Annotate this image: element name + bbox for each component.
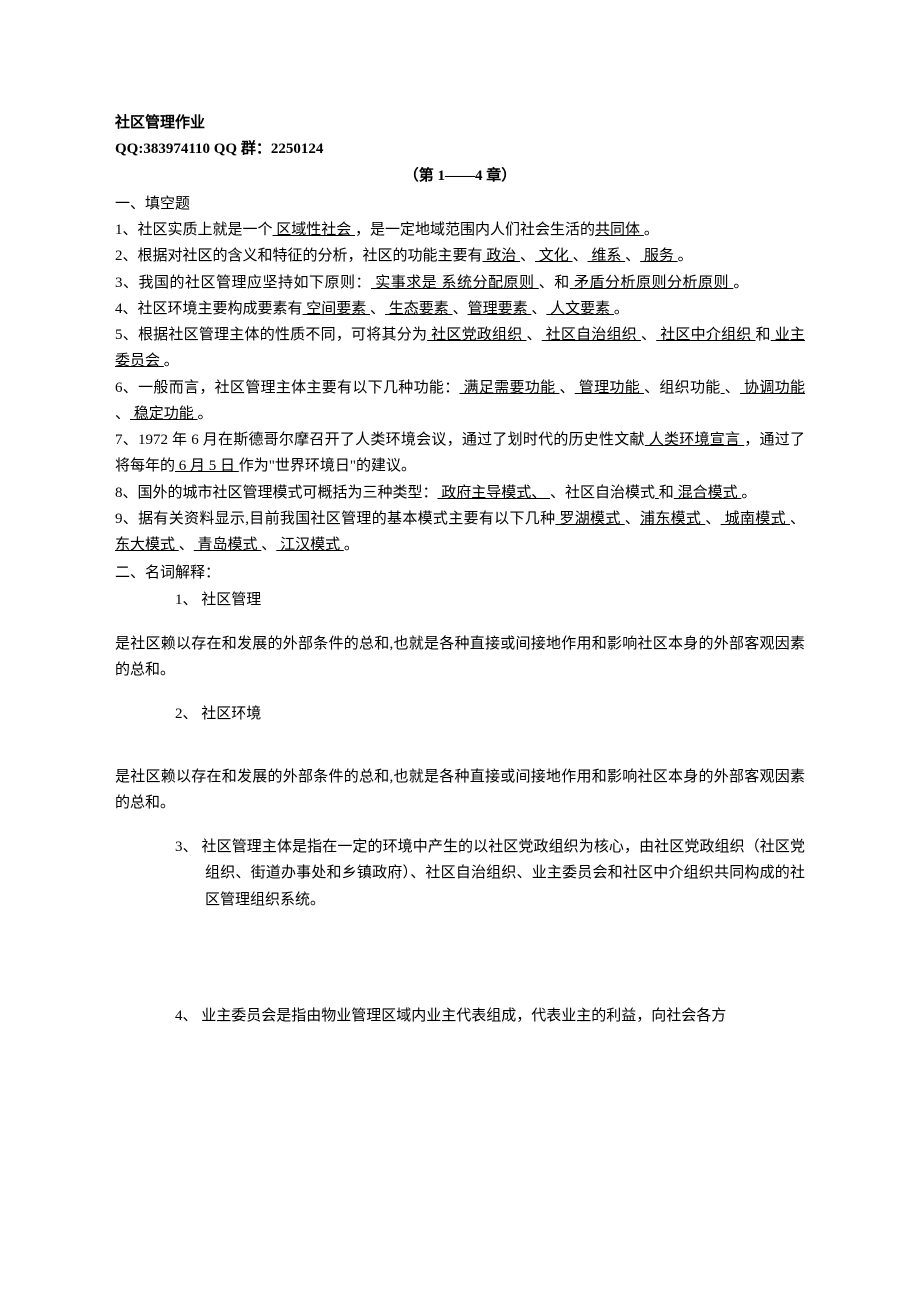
q3-text-1: 3、我国的社区管理应坚持如下原则： bbox=[115, 275, 371, 291]
q6-text-1: 6、一般而言，社区管理主体主要有以下几种功能： bbox=[115, 380, 460, 396]
q4-text-1: 4、社区环境主要构成要素有 bbox=[115, 301, 303, 317]
q3-text-2: 、和 bbox=[539, 275, 570, 291]
q7-text-3: 作为"世界环境日"的建议。 bbox=[239, 458, 416, 474]
q3-blank-1: 实事求是 系统分配原则 bbox=[371, 275, 539, 291]
q5-text-1: 5、根据社区管理主体的性质不同，可将其分为 bbox=[115, 327, 427, 343]
question-9: 9、据有关资料显示,目前我国社区管理的基本模式主要有以下几种 罗湖模式 、浦东模… bbox=[115, 506, 805, 559]
question-8: 8、国外的城市社区管理模式可概括为三种类型： 政府主导模式、 、社区自治模式 和… bbox=[115, 480, 805, 506]
q2-blank-2: 文化 bbox=[535, 248, 573, 264]
q5-blank-2: 社区自治组织 bbox=[542, 327, 641, 343]
q9-blank-3: 城南模式 bbox=[721, 511, 790, 527]
q8-text-3: 和 bbox=[659, 485, 674, 501]
q5-text-5: 。 bbox=[164, 353, 179, 369]
q5-blank-3: 社区中介组织 bbox=[656, 327, 755, 343]
q7-blank-1: 人类环境宣言 bbox=[645, 432, 744, 448]
q3-text-3: 。 bbox=[733, 275, 749, 291]
q2-blank-3: 维系 bbox=[588, 248, 626, 264]
q4-text-2: 、 bbox=[370, 301, 385, 317]
term-2-definition: 是社区赖以存在和发展的外部条件的总和,也就是各种直接或间接地作用和影响社区本身的… bbox=[115, 764, 805, 817]
q9-text-4: 、 bbox=[790, 511, 805, 527]
q6-text-4: 、 bbox=[725, 380, 740, 396]
q1-text-3: 。 bbox=[644, 222, 659, 238]
chapter-heading: （第 1――4 章） bbox=[115, 163, 805, 189]
q9-text-2: 、 bbox=[625, 511, 640, 527]
q4-text-5: 。 bbox=[614, 301, 629, 317]
q9-blank-4: 东大模式 bbox=[115, 537, 179, 553]
q2-blank-4: 服务 bbox=[640, 248, 678, 264]
q7-text-1: 7、1972 年 6 月在斯德哥尔摩召开了人类环境会议，通过了划时代的历史性文献 bbox=[115, 432, 645, 448]
q9-text-3: 、 bbox=[705, 511, 720, 527]
q2-text-5: 。 bbox=[678, 248, 693, 264]
q1-blank-2: 共同体 bbox=[595, 222, 644, 238]
section-1-title: 一、填空题 bbox=[115, 191, 805, 217]
q2-text-2: 、 bbox=[520, 248, 535, 264]
q6-blank-5: 稳定功能 bbox=[130, 406, 198, 422]
q9-blank-2: 浦东模式 bbox=[640, 511, 705, 527]
q6-text-2: 、 bbox=[559, 380, 574, 396]
q9-blank-1: 罗湖模式 bbox=[555, 511, 624, 527]
q5-blank-1: 社区党政组织 bbox=[427, 327, 526, 343]
q6-text-6: 。 bbox=[198, 406, 213, 422]
term-1-label: 1、 社区管理 bbox=[115, 587, 805, 613]
doc-contact: QQ:383974110 QQ 群：2250124 bbox=[115, 136, 805, 162]
q4-blank-1: 空间要素 bbox=[303, 301, 371, 317]
q8-blank-3: 混合模式 bbox=[674, 485, 742, 501]
q9-text-7: 。 bbox=[344, 537, 359, 553]
q8-text-4: 。 bbox=[741, 485, 756, 501]
term-1-definition: 是社区赖以存在和发展的外部条件的总和,也就是各种直接或间接地作用和影响社区本身的… bbox=[115, 631, 805, 684]
term-4-definition: 4、 业主委员会是指由物业管理区域内业主代表组成，代表业主的利益，向社会各方 bbox=[115, 1003, 805, 1029]
q2-text-4: 、 bbox=[625, 248, 640, 264]
q1-text-2: ，是一定地域范围内人们社会生活的 bbox=[355, 222, 595, 238]
q6-blank-1: 满足需要功能 bbox=[460, 380, 560, 396]
q1-blank-1: 区域性社会 bbox=[273, 222, 356, 238]
question-2: 2、根据对社区的含义和特征的分析，社区的功能主要有 政治 、 文化 、 维系 、… bbox=[115, 243, 805, 269]
question-1: 1、社区实质上就是一个 区域性社会 ，是一定地域范围内人们社会生活的共同体 。 bbox=[115, 217, 805, 243]
q9-blank-6: 江汉模式 bbox=[276, 537, 344, 553]
q8-text-1: 8、国外的城市社区管理模式可概括为三种类型： bbox=[115, 485, 438, 501]
question-6: 6、一般而言，社区管理主体主要有以下几种功能： 满足需要功能 、 管理功能 、组… bbox=[115, 375, 805, 428]
q3-blank-2: 矛盾分析原则分析原则 bbox=[570, 275, 734, 291]
q2-blank-1: 政治 bbox=[483, 248, 521, 264]
q8-text-2: 、社区自治模式 bbox=[550, 485, 655, 501]
q9-text-6: 、 bbox=[261, 537, 276, 553]
q7-blank-2: 6 月 5 日 bbox=[175, 458, 239, 474]
question-3: 3、我国的社区管理应坚持如下原则： 实事求是 系统分配原则 、和 矛盾分析原则分… bbox=[115, 270, 805, 296]
q4-text-4: 、 bbox=[531, 301, 546, 317]
doc-title: 社区管理作业 bbox=[115, 110, 805, 136]
term-2-label: 2、 社区环境 bbox=[115, 701, 805, 727]
q9-blank-5: 青岛模式 bbox=[194, 537, 262, 553]
q6-text-3: 、组织功能 bbox=[644, 380, 721, 396]
q6-text-5: 、 bbox=[115, 406, 130, 422]
section-2-title: 二、名词解释： bbox=[115, 560, 805, 586]
q4-blank-4: 人文要素 bbox=[546, 301, 614, 317]
q8-blank-1: 政府主导模式、 bbox=[438, 485, 551, 501]
q2-text-3: 、 bbox=[573, 248, 588, 264]
question-4: 4、社区环境主要构成要素有 空间要素 、 生态要素 、管理要素 、 人文要素 。 bbox=[115, 296, 805, 322]
q4-blank-2: 生态要素 bbox=[385, 301, 453, 317]
q4-text-3: 、 bbox=[453, 301, 468, 317]
q4-blank-3: 管理要素 bbox=[468, 301, 532, 317]
question-5: 5、根据社区管理主体的性质不同，可将其分为 社区党政组织 、 社区自治组织 、 … bbox=[115, 322, 805, 375]
q5-text-3: 、 bbox=[641, 327, 656, 343]
q6-blank-4: 协调功能 bbox=[740, 380, 805, 396]
question-7: 7、1972 年 6 月在斯德哥尔摩召开了人类环境会议，通过了划时代的历史性文献… bbox=[115, 427, 805, 480]
q2-text-1: 2、根据对社区的含义和特征的分析，社区的功能主要有 bbox=[115, 248, 483, 264]
q1-text-1: 1、社区实质上就是一个 bbox=[115, 222, 273, 238]
q5-text-4: 和 bbox=[756, 327, 771, 343]
q6-blank-2: 管理功能 bbox=[575, 380, 644, 396]
q9-text-5: 、 bbox=[179, 537, 194, 553]
term-3-definition: 3、 社区管理主体是指在一定的环境中产生的以社区党政组织为核心，由社区党政组织（… bbox=[145, 834, 805, 913]
q9-text-1: 9、据有关资料显示,目前我国社区管理的基本模式主要有以下几种 bbox=[115, 511, 555, 527]
q5-text-2: 、 bbox=[526, 327, 541, 343]
